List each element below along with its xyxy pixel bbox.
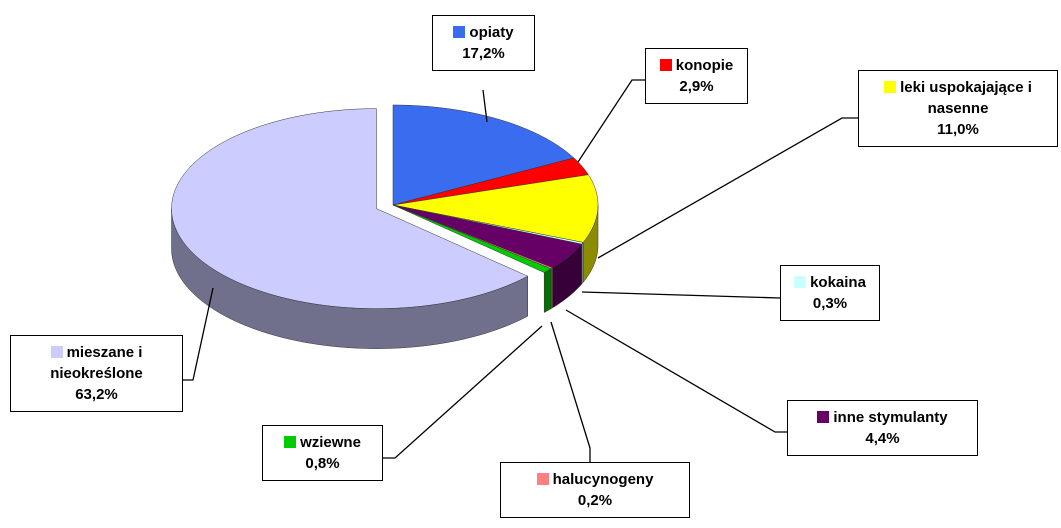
leader-line	[577, 79, 645, 163]
label-head: konopie	[652, 55, 741, 76]
data-label: wziewne 0,8%	[262, 425, 383, 481]
label-name: halucynogeny	[552, 471, 654, 488]
label-name: inne stymulanty	[833, 409, 948, 426]
leader-line	[482, 89, 488, 123]
data-label: inne stymulanty 4,4%	[787, 400, 978, 456]
data-label: konopie 2,9%	[645, 48, 748, 104]
label-head: kokaina	[787, 272, 873, 293]
label-name: konopie	[675, 57, 734, 74]
legend-swatch	[50, 346, 63, 358]
slice	[392, 157, 589, 206]
label-name: kokaina	[810, 274, 866, 291]
slice	[392, 104, 575, 206]
label-head: opiaty	[439, 22, 528, 43]
leader-line	[597, 117, 858, 259]
label-name: mieszane i nieokreślone	[50, 344, 143, 382]
label-name: opiaty	[469, 24, 514, 41]
data-label: opiaty 17,2%	[432, 15, 535, 71]
label-head: inne stymulanty	[794, 407, 971, 428]
legend-swatch	[536, 473, 549, 485]
label-name: leki uspokajające i nasenne	[900, 79, 1032, 117]
slice	[171, 108, 529, 309]
label-head: mieszane i nieokreślone	[25, 342, 168, 384]
slice-side	[543, 268, 552, 313]
slice	[392, 204, 583, 269]
data-label: mieszane i nieokreślone 63,2%	[10, 335, 183, 412]
slice	[392, 204, 552, 273]
leader-line	[183, 287, 214, 381]
label-value: 4,4%	[865, 430, 900, 447]
legend-swatch	[659, 59, 672, 71]
label-value: 0,8%	[305, 455, 340, 472]
label-value: 0,3%	[812, 295, 848, 312]
slice	[392, 174, 599, 243]
legend-swatch	[884, 81, 897, 93]
data-label: leki uspokajające i nasenne 11,0%	[858, 70, 1058, 147]
legend-swatch	[817, 411, 830, 423]
legend-swatch	[794, 276, 807, 288]
label-head: halucynogeny	[507, 469, 683, 490]
label-head: wziewne	[269, 432, 376, 453]
label-value: 63,2%	[75, 386, 118, 403]
legend-swatch	[284, 436, 297, 448]
data-label: halucynogeny 0,2%	[500, 462, 690, 518]
legend-swatch	[453, 26, 466, 38]
leader-line	[550, 321, 591, 462]
data-label: kokaina 0,3%	[780, 265, 880, 321]
label-value: 0,2%	[577, 492, 613, 509]
leader-line	[383, 325, 543, 459]
leader-line	[581, 291, 781, 299]
label-head: leki uspokajające i nasenne	[865, 77, 1051, 119]
label-value: 11,0%	[937, 121, 979, 138]
leader-line	[565, 309, 787, 433]
label-value: 2,9%	[679, 78, 714, 95]
label-value: 17,2%	[462, 45, 505, 62]
label-name: wziewne	[300, 434, 361, 451]
